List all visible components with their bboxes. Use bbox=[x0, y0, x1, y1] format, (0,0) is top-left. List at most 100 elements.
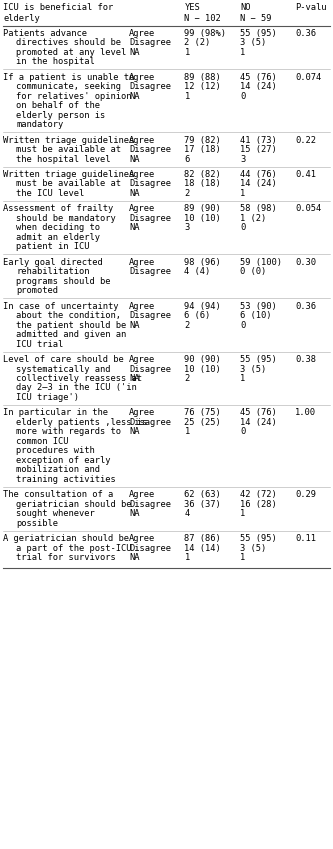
Text: systematically and: systematically and bbox=[16, 364, 111, 374]
Text: 90 (90): 90 (90) bbox=[184, 355, 221, 364]
Text: Disagree: Disagree bbox=[129, 82, 171, 91]
Text: NA: NA bbox=[129, 321, 140, 329]
Text: Disagree: Disagree bbox=[129, 267, 171, 276]
Text: 45 (76): 45 (76) bbox=[240, 408, 277, 418]
Text: NA: NA bbox=[129, 509, 140, 518]
Text: 99 (98%): 99 (98%) bbox=[184, 29, 226, 38]
Text: NA: NA bbox=[129, 189, 140, 198]
Text: 0.074: 0.074 bbox=[295, 73, 322, 82]
Text: more with regards to: more with regards to bbox=[16, 427, 122, 436]
Text: Disagree: Disagree bbox=[129, 418, 171, 427]
Text: communicate, seeking: communicate, seeking bbox=[16, 82, 122, 91]
Text: rehabilitation: rehabilitation bbox=[16, 267, 90, 276]
Text: 0.38: 0.38 bbox=[295, 355, 316, 364]
Text: must be available at: must be available at bbox=[16, 145, 122, 154]
Text: 6: 6 bbox=[184, 155, 190, 164]
Text: In case of uncertainty: In case of uncertainty bbox=[3, 301, 119, 311]
Text: 53 (90): 53 (90) bbox=[240, 301, 277, 311]
Text: for relatives' opinion: for relatives' opinion bbox=[16, 92, 132, 101]
Text: elderly person is: elderly person is bbox=[16, 110, 106, 120]
Text: Agree: Agree bbox=[129, 355, 155, 364]
Text: 6 (10): 6 (10) bbox=[240, 311, 271, 320]
Text: 76 (75): 76 (75) bbox=[184, 408, 221, 418]
Text: Disagree: Disagree bbox=[129, 311, 171, 320]
Text: 58 (98): 58 (98) bbox=[240, 205, 277, 213]
Text: NA: NA bbox=[129, 92, 140, 101]
Text: 14 (14): 14 (14) bbox=[184, 543, 221, 553]
Text: 42 (72): 42 (72) bbox=[240, 490, 277, 499]
Text: training activities: training activities bbox=[16, 475, 116, 484]
Text: 0: 0 bbox=[240, 427, 245, 436]
Text: Early goal directed: Early goal directed bbox=[3, 258, 103, 267]
Text: about the condition,: about the condition, bbox=[16, 311, 122, 320]
Text: 55 (95): 55 (95) bbox=[240, 355, 277, 364]
Text: 15 (27): 15 (27) bbox=[240, 145, 277, 154]
Text: promoted at any level: promoted at any level bbox=[16, 48, 127, 57]
Text: common ICU: common ICU bbox=[16, 437, 69, 446]
Text: 36 (37): 36 (37) bbox=[184, 500, 221, 509]
Text: 1: 1 bbox=[240, 189, 245, 198]
Text: NA: NA bbox=[129, 223, 140, 233]
Text: ICU triage'): ICU triage') bbox=[16, 393, 79, 402]
Text: Agree: Agree bbox=[129, 534, 155, 543]
Text: 14 (24): 14 (24) bbox=[240, 179, 277, 188]
Text: P-valu: P-valu bbox=[295, 3, 327, 13]
Text: 59 (100): 59 (100) bbox=[240, 258, 282, 267]
Text: Agree: Agree bbox=[129, 408, 155, 418]
Text: ICU trial: ICU trial bbox=[16, 340, 64, 349]
Text: 1: 1 bbox=[240, 374, 245, 383]
Text: NO
N − 59: NO N − 59 bbox=[240, 3, 271, 23]
Text: 3 (5): 3 (5) bbox=[240, 543, 266, 553]
Text: 12 (12): 12 (12) bbox=[184, 82, 221, 91]
Text: procedures with: procedures with bbox=[16, 447, 95, 455]
Text: admitted and given an: admitted and given an bbox=[16, 330, 127, 339]
Text: NA: NA bbox=[129, 48, 140, 57]
Text: when deciding to: when deciding to bbox=[16, 223, 100, 233]
Text: patient in ICU: patient in ICU bbox=[16, 242, 90, 251]
Text: ICU is beneficial for
elderly: ICU is beneficial for elderly bbox=[3, 3, 114, 23]
Text: 18 (18): 18 (18) bbox=[184, 179, 221, 188]
Text: elderly patients ,less is: elderly patients ,less is bbox=[16, 418, 148, 427]
Text: in the hospital: in the hospital bbox=[16, 57, 95, 66]
Text: Disagree: Disagree bbox=[129, 364, 171, 374]
Text: 25 (25): 25 (25) bbox=[184, 418, 221, 427]
Text: YES
N − 102: YES N − 102 bbox=[184, 3, 221, 23]
Text: 2: 2 bbox=[184, 321, 190, 329]
Text: 3 (5): 3 (5) bbox=[240, 364, 266, 374]
Text: Disagree: Disagree bbox=[129, 500, 171, 509]
Text: 0: 0 bbox=[240, 223, 245, 233]
Text: 2: 2 bbox=[184, 374, 190, 383]
Text: programs should be: programs should be bbox=[16, 277, 111, 286]
Text: day 2–3 in the ICU ('in: day 2–3 in the ICU ('in bbox=[16, 384, 137, 392]
Text: 17 (18): 17 (18) bbox=[184, 145, 221, 154]
Text: 82 (82): 82 (82) bbox=[184, 170, 221, 179]
Text: 45 (76): 45 (76) bbox=[240, 73, 277, 82]
Text: 1: 1 bbox=[184, 427, 190, 436]
Text: Disagree: Disagree bbox=[129, 543, 171, 553]
Text: 1 (2): 1 (2) bbox=[240, 214, 266, 222]
Text: admit an elderly: admit an elderly bbox=[16, 233, 100, 242]
Text: collectively reassess at: collectively reassess at bbox=[16, 374, 143, 383]
Text: NA: NA bbox=[129, 427, 140, 436]
Text: 14 (24): 14 (24) bbox=[240, 82, 277, 91]
Text: 2: 2 bbox=[184, 189, 190, 198]
Text: 0.36: 0.36 bbox=[295, 29, 316, 38]
Text: 1: 1 bbox=[184, 92, 190, 101]
Text: 0.054: 0.054 bbox=[295, 205, 322, 213]
Text: The consultation of a: The consultation of a bbox=[3, 490, 114, 499]
Text: 1: 1 bbox=[240, 509, 245, 518]
Text: NA: NA bbox=[129, 155, 140, 164]
Text: Written triage guidelines: Written triage guidelines bbox=[3, 136, 135, 144]
Text: Agree: Agree bbox=[129, 29, 155, 38]
Text: directives should be: directives should be bbox=[16, 38, 122, 48]
Text: 0.36: 0.36 bbox=[295, 301, 316, 311]
Text: the ICU level: the ICU level bbox=[16, 189, 85, 198]
Text: 10 (10): 10 (10) bbox=[184, 214, 221, 222]
Text: Agree: Agree bbox=[129, 301, 155, 311]
Text: 0.11: 0.11 bbox=[295, 534, 316, 543]
Text: 1: 1 bbox=[184, 48, 190, 57]
Text: 16 (28): 16 (28) bbox=[240, 500, 277, 509]
Text: 62 (63): 62 (63) bbox=[184, 490, 221, 499]
Text: 0.22: 0.22 bbox=[295, 136, 316, 144]
Text: promoted: promoted bbox=[16, 286, 58, 295]
